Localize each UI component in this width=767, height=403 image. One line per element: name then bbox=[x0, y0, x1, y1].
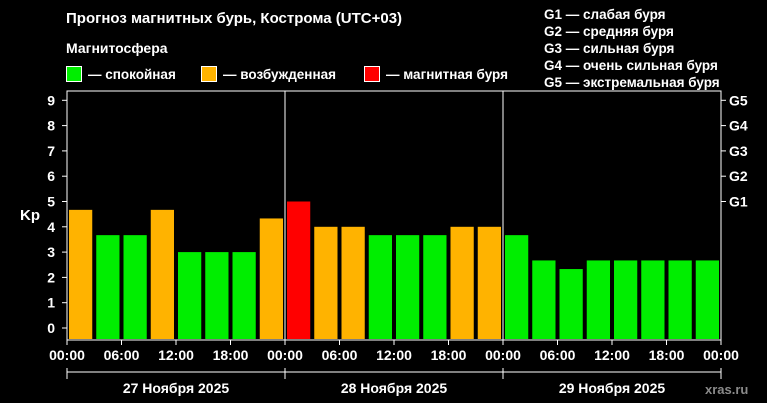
x-tick-label: 00:00 bbox=[49, 347, 85, 363]
y-axis-label: Kp bbox=[20, 207, 40, 224]
kp-bar bbox=[451, 227, 474, 339]
kp-bar bbox=[396, 235, 419, 339]
x-tick-label: 06:00 bbox=[540, 347, 576, 363]
kp-bar bbox=[151, 210, 174, 339]
y-tick-label: 6 bbox=[47, 168, 55, 184]
kp-bar bbox=[478, 227, 501, 339]
day-label: 28 Ноября 2025 bbox=[341, 380, 448, 396]
y-tick-label: 3 bbox=[47, 244, 55, 260]
kp-bar bbox=[696, 260, 719, 339]
x-tick-label: 00:00 bbox=[485, 347, 521, 363]
kp-bar bbox=[69, 210, 92, 339]
x-tick-label: 12:00 bbox=[376, 347, 412, 363]
kp-bar bbox=[287, 202, 310, 340]
kp-bar bbox=[260, 218, 283, 339]
watermark: xras.ru bbox=[705, 382, 748, 397]
x-tick-label: 06:00 bbox=[104, 347, 140, 363]
kp-bar bbox=[423, 235, 446, 339]
day-label: 27 Ноября 2025 bbox=[123, 380, 230, 396]
g-tick-label: G2 bbox=[729, 168, 748, 184]
g-tick-label: G3 bbox=[729, 143, 748, 159]
kp-bar bbox=[369, 235, 392, 339]
kp-bar bbox=[342, 227, 365, 339]
day-label: 29 Ноября 2025 bbox=[559, 380, 666, 396]
kp-bar bbox=[560, 269, 583, 339]
x-tick-label: 12:00 bbox=[158, 347, 194, 363]
kp-bar bbox=[205, 252, 228, 339]
y-tick-label: 8 bbox=[47, 118, 55, 134]
x-tick-label: 18:00 bbox=[213, 347, 249, 363]
kp-bar bbox=[124, 235, 147, 339]
kp-bar bbox=[314, 227, 337, 339]
kp-bar bbox=[587, 260, 610, 339]
x-tick-label: 12:00 bbox=[594, 347, 630, 363]
x-tick-label: 00:00 bbox=[267, 347, 303, 363]
g-tick-label: G5 bbox=[729, 92, 748, 108]
kp-bar bbox=[669, 260, 692, 339]
y-tick-label: 1 bbox=[47, 295, 55, 311]
kp-bar bbox=[96, 235, 119, 339]
kp-bar bbox=[641, 260, 664, 339]
x-tick-label: 18:00 bbox=[649, 347, 685, 363]
y-tick-label: 7 bbox=[47, 143, 55, 159]
x-tick-label: 18:00 bbox=[431, 347, 467, 363]
y-tick-label: 9 bbox=[47, 92, 55, 108]
y-tick-label: 4 bbox=[47, 219, 55, 235]
kp-bar bbox=[505, 235, 528, 339]
kp-bar bbox=[178, 252, 201, 339]
kp-bar bbox=[233, 252, 256, 339]
g-tick-label: G4 bbox=[729, 118, 748, 134]
x-tick-label: 00:00 bbox=[703, 347, 739, 363]
kp-bar bbox=[614, 260, 637, 339]
kp-bar bbox=[532, 260, 555, 339]
g-tick-label: G1 bbox=[729, 194, 748, 210]
x-tick-label: 06:00 bbox=[322, 347, 358, 363]
y-tick-label: 0 bbox=[47, 320, 55, 336]
y-tick-label: 2 bbox=[47, 269, 55, 285]
y-tick-label: 5 bbox=[47, 194, 55, 210]
